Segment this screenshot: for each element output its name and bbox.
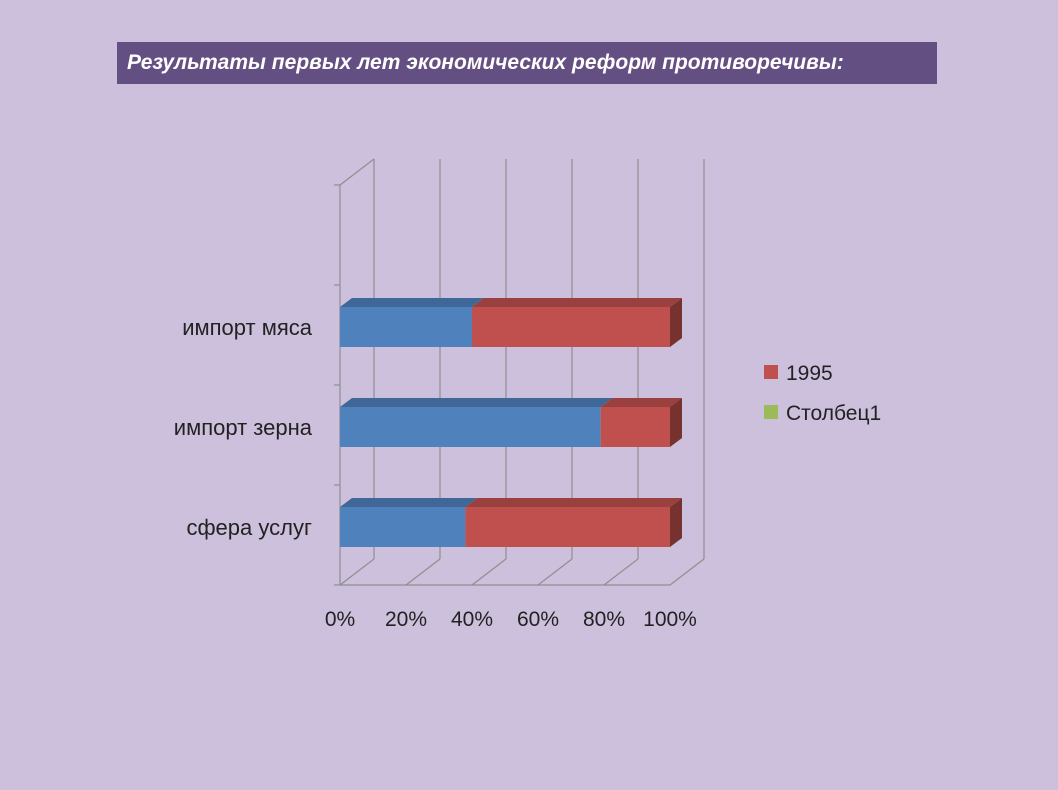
bar-segment-side — [670, 298, 682, 347]
bar-segment-side — [670, 498, 682, 547]
category-label: сфера услуг — [186, 515, 312, 540]
x-tick-label: 100% — [643, 608, 697, 631]
bar-segment — [340, 307, 472, 347]
bar-segment-top — [340, 498, 478, 507]
floor-gridline — [405, 558, 441, 586]
x-tick-label: 0% — [325, 608, 355, 631]
legend-label: 1995 — [786, 362, 833, 385]
slide-title-bar: Результаты первых лет экономических рефо… — [117, 42, 937, 84]
bar-segment — [600, 407, 670, 447]
bar-segment-top — [600, 398, 682, 407]
floor-gridline — [603, 558, 639, 586]
floor-gridline — [537, 558, 573, 586]
bar-segment — [340, 407, 601, 447]
bar-segment — [340, 507, 466, 547]
x-tick-label: 40% — [451, 608, 493, 631]
x-tick-label: 60% — [517, 608, 559, 631]
axis-left-top — [339, 158, 375, 186]
x-tick-label: 80% — [583, 608, 625, 631]
bar-segment-top — [465, 498, 682, 507]
legend-swatch — [764, 405, 778, 419]
bar-segment-top — [472, 298, 682, 307]
legend-label: Столбец1 — [786, 402, 881, 425]
bar-segment — [465, 507, 670, 547]
category-label: импорт зерна — [174, 415, 313, 440]
legend-swatch — [764, 365, 778, 379]
floor-gridline — [669, 558, 705, 586]
bar-segment — [472, 307, 670, 347]
category-label: импорт мяса — [182, 315, 313, 340]
bar-segment-top — [340, 398, 613, 407]
x-tick-label: 20% — [385, 608, 427, 631]
floor-gridline — [471, 558, 507, 586]
slide-title: Результаты первых лет экономических рефо… — [127, 51, 844, 74]
floor-gridline — [339, 558, 375, 586]
bar-segment-side — [670, 398, 682, 447]
bar-segment-top — [340, 298, 484, 307]
